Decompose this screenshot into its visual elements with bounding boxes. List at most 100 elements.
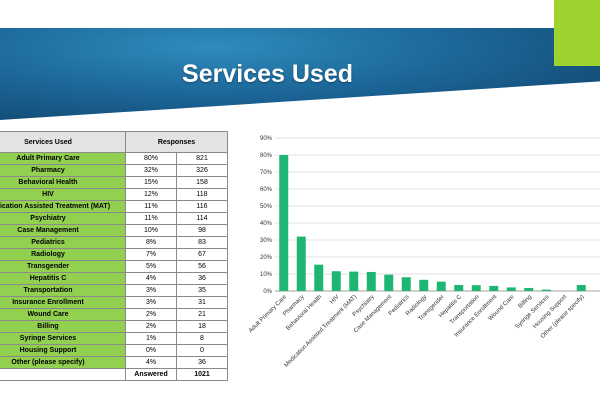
bar [541,289,551,291]
row-label: Insurance Enrollment [0,296,126,309]
table-row: Behavioral Health 15% 158 [0,176,228,189]
table-row: Adult Primary Care 80% 821 [0,152,228,165]
y-tick-label: 80% [260,153,273,159]
row-label: Transportation [0,284,126,297]
table-row: Radiology 7% 67 [0,248,228,261]
row-percent: 11% [125,212,177,225]
bar [524,287,534,291]
table-row: Transportation 3% 35 [0,284,228,297]
table-total-row: Answered 1021 [0,368,228,381]
bar [419,279,429,291]
x-tick-label: Behavioral Health [285,294,323,332]
row-label: HIV [0,188,126,201]
row-percent: 3% [125,284,177,297]
x-tick-label: Billing [518,294,534,310]
y-tick-label: 70% [260,170,273,176]
bar [384,274,394,291]
row-percent: 0% [125,344,177,357]
row-percent: 5% [125,260,177,273]
y-tick-label: 50% [260,204,273,210]
bar [296,236,306,291]
row-label: Pharmacy [0,164,126,177]
table-row: Medication Assisted Treatment (MAT)11%11… [0,200,228,213]
table-header-services: Services Used [0,131,126,153]
bar [366,271,376,291]
row-count: 118 [176,188,228,201]
row-percent: 2% [125,308,177,321]
bar [576,285,586,291]
row-count: 821 [176,152,228,165]
row-count: 114 [176,212,228,225]
row-percent: 2% [125,320,177,333]
row-label: Psychiatry [0,212,126,225]
row-label: Syringe Services [0,332,126,345]
row-percent: 11% [125,200,177,213]
table-row: Housing Support 0% 0 [0,344,228,357]
total-label: Answered [125,368,177,381]
row-percent: 4% [125,356,177,369]
row-count: 36 [176,356,228,369]
row-label: Hepatitis C [0,272,126,285]
table-row: Wound Care 2% 21 [0,308,228,321]
row-count: 56 [176,260,228,273]
table-row: Transgender 5% 56 [0,260,228,273]
row-percent: 12% [125,188,177,201]
bar [401,277,411,291]
row-label: Housing Support [0,344,126,357]
row-percent: 15% [125,176,177,189]
row-count: 98 [176,224,228,237]
row-percent: 7% [125,248,177,261]
slide-title: Services Used [182,60,353,88]
services-table: Services Used Responses Adult Primary Ca… [0,131,228,381]
accent-block [554,0,600,66]
bar [436,281,446,291]
y-tick-label: 40% [260,221,273,227]
row-count: 31 [176,296,228,309]
row-count: 8 [176,332,228,345]
table-row: Billing 2% 18 [0,320,228,333]
bar-chart: 0%10%20%30%40%50%60%70%80%90%Adult Prima… [248,136,600,369]
y-tick-label: 0% [263,289,272,295]
table-row: Pharmacy 32% 326 [0,164,228,177]
row-label: Case Management [0,224,126,237]
row-label: Adult Primary Care [0,152,126,165]
row-count: 83 [176,236,228,249]
row-label: Transgender [0,260,126,273]
row-label: Radiology [0,248,126,261]
bar [331,271,341,291]
row-label: Medication Assisted Treatment (MAT) [0,200,126,213]
row-percent: 10% [125,224,177,237]
table-row: Other (please specify) 4% 36 [0,356,228,369]
y-tick-label: 90% [260,136,273,142]
row-count: 67 [176,248,228,261]
row-percent: 3% [125,296,177,309]
chart-container: 0% 10% 20% 30% 40% 50% 60% 70% 80% 90% Adult Prima… [246,131,600,393]
bar [506,287,516,291]
row-label: Other (please specify) [0,356,126,369]
row-count: 158 [176,176,228,189]
row-count: 116 [176,200,228,213]
bar [349,271,359,291]
row-percent: 4% [125,272,177,285]
table-row: Case Management 10% 98 [0,224,228,237]
row-percent: 32% [125,164,177,177]
row-count: 326 [176,164,228,177]
bar [489,285,499,291]
table-row: Pediatrics 8% 83 [0,236,228,249]
row-label: Wound Care [0,308,126,321]
row-count: 0 [176,344,228,357]
y-tick-label: 20% [260,255,273,261]
y-tick-label: 30% [260,238,273,244]
y-tick-label: 60% [260,187,273,193]
table-row: Psychiatry 11% 114 [0,212,228,225]
bar [454,285,464,291]
row-label: Behavioral Health [0,176,126,189]
table-row: Hepatitis C 4% 36 [0,272,228,285]
bar [279,155,289,291]
bar [471,285,481,291]
total-blank [0,368,126,381]
row-label: Billing [0,320,126,333]
table-row: Insurance Enrollment 3% 31 [0,296,228,309]
bar [314,264,324,291]
table-row: HIV 12% 118 [0,188,228,201]
